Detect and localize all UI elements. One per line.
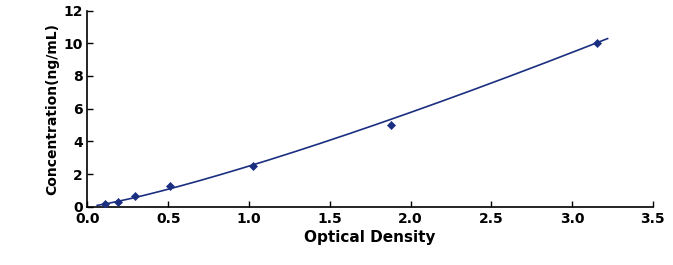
Y-axis label: Concentration(ng/mL): Concentration(ng/mL)	[45, 23, 59, 195]
X-axis label: Optical Density: Optical Density	[304, 230, 436, 245]
